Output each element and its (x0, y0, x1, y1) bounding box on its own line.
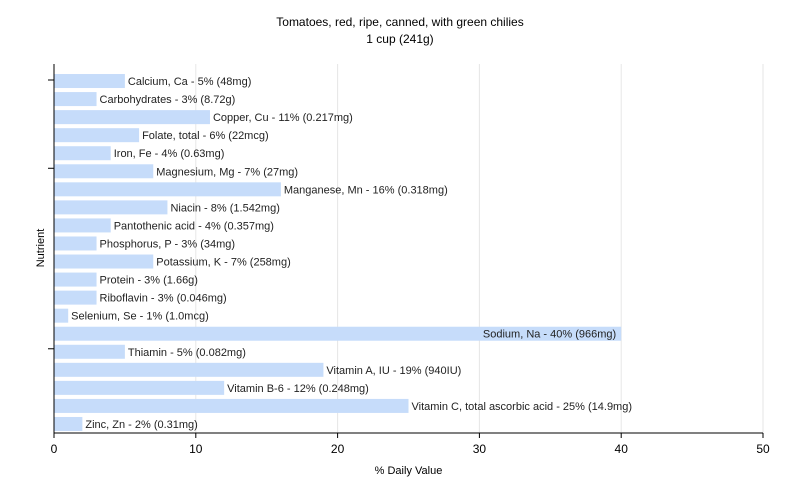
bar (54, 74, 125, 89)
bar-label: Selenium, Se - 1% (1.0mcg) (71, 311, 209, 323)
x-tick-label: 20 (331, 442, 345, 456)
bar-label: Manganese, Mn - 16% (0.318mg) (284, 184, 448, 196)
bar (54, 290, 97, 305)
bar-label: Potassium, K - 7% (258mg) (156, 257, 291, 269)
bar-label: Copper, Cu - 11% (0.217mg) (213, 112, 353, 124)
bar-label: Calcium, Ca - 5% (48mg) (128, 76, 251, 88)
bar (54, 416, 83, 431)
x-axis-label: % Daily Value (374, 465, 443, 477)
bar-label: Carbohydrates - 3% (8.72g) (100, 94, 236, 106)
bar-label: Sodium, Na - 40% (966mg) (483, 329, 616, 341)
bar (54, 128, 140, 143)
bar (54, 146, 111, 161)
bar (54, 92, 97, 107)
bar-label: Pantothenic acid - 4% (0.357mg) (114, 220, 274, 232)
bar (54, 398, 409, 413)
bar (54, 272, 97, 287)
bar-label: Zinc, Zn - 2% (0.31mg) (85, 419, 197, 431)
bar-label: Niacin - 8% (1.542mg) (170, 202, 279, 214)
bar-label: Thiamin - 5% (0.082mg) (128, 347, 246, 359)
x-tick-label: 50 (756, 442, 770, 456)
bar (54, 200, 168, 215)
bar (54, 236, 97, 251)
bar-label: Magnesium, Mg - 7% (27mg) (156, 166, 298, 178)
bar-label: Riboflavin - 3% (0.046mg) (100, 293, 227, 305)
x-tick-label: 0 (51, 442, 58, 456)
chart-title: Tomatoes, red, ripe, canned, with green … (276, 15, 524, 29)
bar (54, 326, 622, 341)
bar (54, 344, 125, 359)
x-tick-label: 30 (473, 442, 487, 456)
bar-label: Phosphorus, P - 3% (34mg) (100, 238, 236, 250)
bar (54, 164, 154, 179)
bar-label: Folate, total - 6% (22mcg) (142, 130, 269, 142)
y-axis-label: Nutrient (35, 228, 47, 268)
bar-label: Iron, Fe - 4% (0.63mg) (114, 148, 225, 160)
bar (54, 110, 210, 125)
bar-label: Protein - 3% (1.66g) (100, 275, 198, 287)
bar (54, 254, 154, 269)
bar (54, 182, 281, 197)
bar (54, 362, 324, 377)
bar (54, 218, 111, 233)
bar (54, 308, 69, 323)
x-tick-label: 40 (615, 442, 629, 456)
bar-label: Vitamin C, total ascorbic acid - 25% (14… (412, 401, 633, 413)
bar (54, 380, 225, 395)
bar-label: Vitamin B-6 - 12% (0.248mg) (227, 383, 369, 395)
chart-subtitle: 1 cup (241g) (366, 32, 434, 46)
bar-label: Vitamin A, IU - 19% (940IU) (326, 365, 461, 377)
x-tick-label: 10 (189, 442, 203, 456)
